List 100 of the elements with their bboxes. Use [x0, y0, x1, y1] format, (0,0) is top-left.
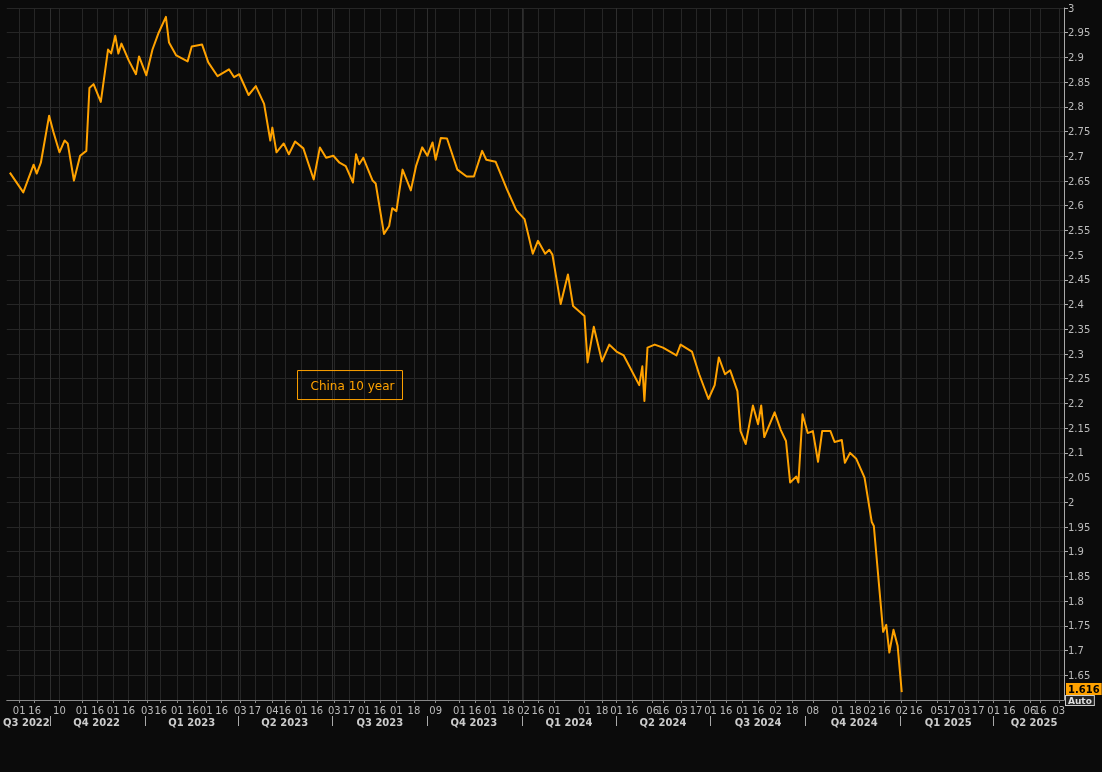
x2-tick-label: Q3 2022 — [3, 716, 50, 728]
x-tick-label: 17 — [942, 704, 956, 716]
x-tick-label: 16 — [28, 704, 42, 716]
x-tick-label: 04 — [265, 704, 279, 716]
x-tick-label: 01 — [170, 704, 184, 716]
x2-tick-label: Q2 2025 — [1010, 716, 1058, 728]
x-tick-label: 02 — [517, 704, 530, 716]
text: 1.616 — [1068, 683, 1100, 695]
x-tick-label: 16 — [877, 704, 891, 716]
y-tick-label: 1.7 — [1068, 645, 1084, 657]
x-tick-label: 01 — [987, 704, 1001, 716]
x-tick-label: 18 — [407, 704, 421, 716]
x-tick-label: 01 — [75, 704, 89, 716]
x-tick-label: 06 — [646, 704, 660, 716]
x-tick-label: 16 — [154, 704, 168, 716]
x-tick-label: 02 — [895, 704, 909, 716]
text: Auto — [1068, 695, 1092, 706]
x2-tick-label: Q1 2023 — [168, 716, 216, 728]
x-tick-label: 16 — [122, 704, 136, 716]
x-tick-label: 03 — [1052, 704, 1066, 716]
y-tick-label: 2.55 — [1068, 224, 1091, 236]
x-tick-label: 06 — [1023, 704, 1037, 716]
y-tick-label: 2.45 — [1068, 274, 1091, 286]
y-tick-label: 2.15 — [1068, 422, 1091, 434]
y-tick-label: 1.75 — [1068, 620, 1091, 632]
x-tick-label: 01 — [484, 704, 497, 716]
x-tick-label: 17 — [342, 704, 356, 716]
x-tick-label: 09 — [429, 704, 443, 716]
x2-tick-label: Q1 2024 — [545, 716, 593, 728]
y-tick-label: 2.5 — [1068, 249, 1084, 261]
x-tick-label: 16 — [751, 704, 765, 716]
x2-tick-label: Q3 2023 — [356, 716, 404, 728]
y-tick-label: 2.05 — [1068, 472, 1091, 484]
x-tick-label: 03 — [328, 704, 341, 716]
y-tick-label: 2.75 — [1068, 126, 1091, 138]
y-tick-label: 2.85 — [1068, 76, 1091, 88]
x-tick-label: 01 — [548, 704, 561, 716]
y-tick-label: 1.85 — [1068, 570, 1091, 582]
x-tick-label: 16 — [1002, 704, 1016, 716]
x-tick-label: 16 — [91, 704, 105, 716]
x-tick-label: 01 — [357, 704, 371, 716]
y-tick-label: 2 — [1068, 496, 1075, 508]
x-tick-label: 16 — [186, 704, 200, 716]
x-tick-label: 10 — [53, 704, 66, 716]
x-tick-label: 16 — [278, 704, 292, 716]
y-tick-label: 3 — [1068, 2, 1075, 14]
x-tick-label: 17 — [689, 704, 703, 716]
x2-tick-label: Q3 2024 — [734, 716, 782, 728]
y-tick-label: 2.3 — [1068, 348, 1084, 360]
x-tick-label: 16 — [625, 704, 639, 716]
y-tick-label: 1.95 — [1068, 521, 1091, 533]
y-tick-label: 2.9 — [1068, 51, 1084, 63]
y-tick-label: 1.8 — [1068, 595, 1084, 607]
x-tick-label: 03 — [140, 704, 154, 716]
x-tick-label: 17 — [248, 704, 262, 716]
x-tick-label: 18 — [848, 704, 862, 716]
x-tick-label: 17 — [971, 704, 985, 716]
x2-tick-label: Q2 2023 — [261, 716, 309, 728]
x2-tick-label: Q4 2022 — [73, 716, 121, 728]
x-tick-label: 03 — [957, 704, 971, 716]
x-tick-label: 05 — [930, 704, 944, 716]
x2-tick-label: Q2 2024 — [639, 716, 687, 728]
y-tick-label: 1.65 — [1068, 669, 1091, 681]
x-tick-label: 01 — [610, 704, 623, 716]
x-tick-label: 01 — [578, 704, 591, 716]
x-tick-label: 01 — [704, 704, 717, 716]
x2-tick-label: Q4 2023 — [450, 716, 498, 728]
y-tick-label: 2.4 — [1068, 299, 1084, 311]
x-tick-label: 16 — [909, 704, 923, 716]
y-tick-label: 2.65 — [1068, 175, 1091, 187]
y-tick-label: 2.1 — [1068, 447, 1084, 459]
x-tick-label: 16 — [531, 704, 545, 716]
x-tick-label: 01 — [199, 704, 213, 716]
y-tick-label: 2.25 — [1068, 373, 1091, 385]
x-tick-label: 18 — [501, 704, 515, 716]
x-tick-label: 01 — [106, 704, 120, 716]
x-tick-label: 03 — [233, 704, 247, 716]
x-tick-label: 16 — [719, 704, 733, 716]
x2-tick-label: Q1 2025 — [924, 716, 972, 728]
x-tick-label: 01 — [831, 704, 845, 716]
x-tick-label: 18 — [785, 704, 799, 716]
x-tick-label: 16 — [373, 704, 387, 716]
y-tick-label: 1.9 — [1068, 546, 1084, 558]
x2-tick-label: Q4 2024 — [830, 716, 878, 728]
x-tick-label: 01 — [12, 704, 26, 716]
x-tick-label: 18 — [595, 704, 609, 716]
x-tick-label: 08 — [806, 704, 820, 716]
y-tick-label: 2.95 — [1068, 27, 1091, 39]
x-tick-label: 02 — [863, 704, 877, 716]
y-tick-label: 2.2 — [1068, 397, 1084, 409]
x-tick-label: 03 — [675, 704, 688, 716]
line-series — [8, 15, 903, 694]
y-tick-label: 2.35 — [1068, 323, 1091, 335]
x-tick-label: 02 — [769, 704, 783, 716]
y-tick-label: 2.6 — [1068, 200, 1084, 212]
x-tick-label: 16 — [215, 704, 229, 716]
x-tick-label: 16 — [310, 704, 324, 716]
x-tick-label: 16 — [468, 704, 482, 716]
text: China 10 year — [310, 378, 395, 393]
y-tick-label: 2.8 — [1068, 101, 1084, 113]
